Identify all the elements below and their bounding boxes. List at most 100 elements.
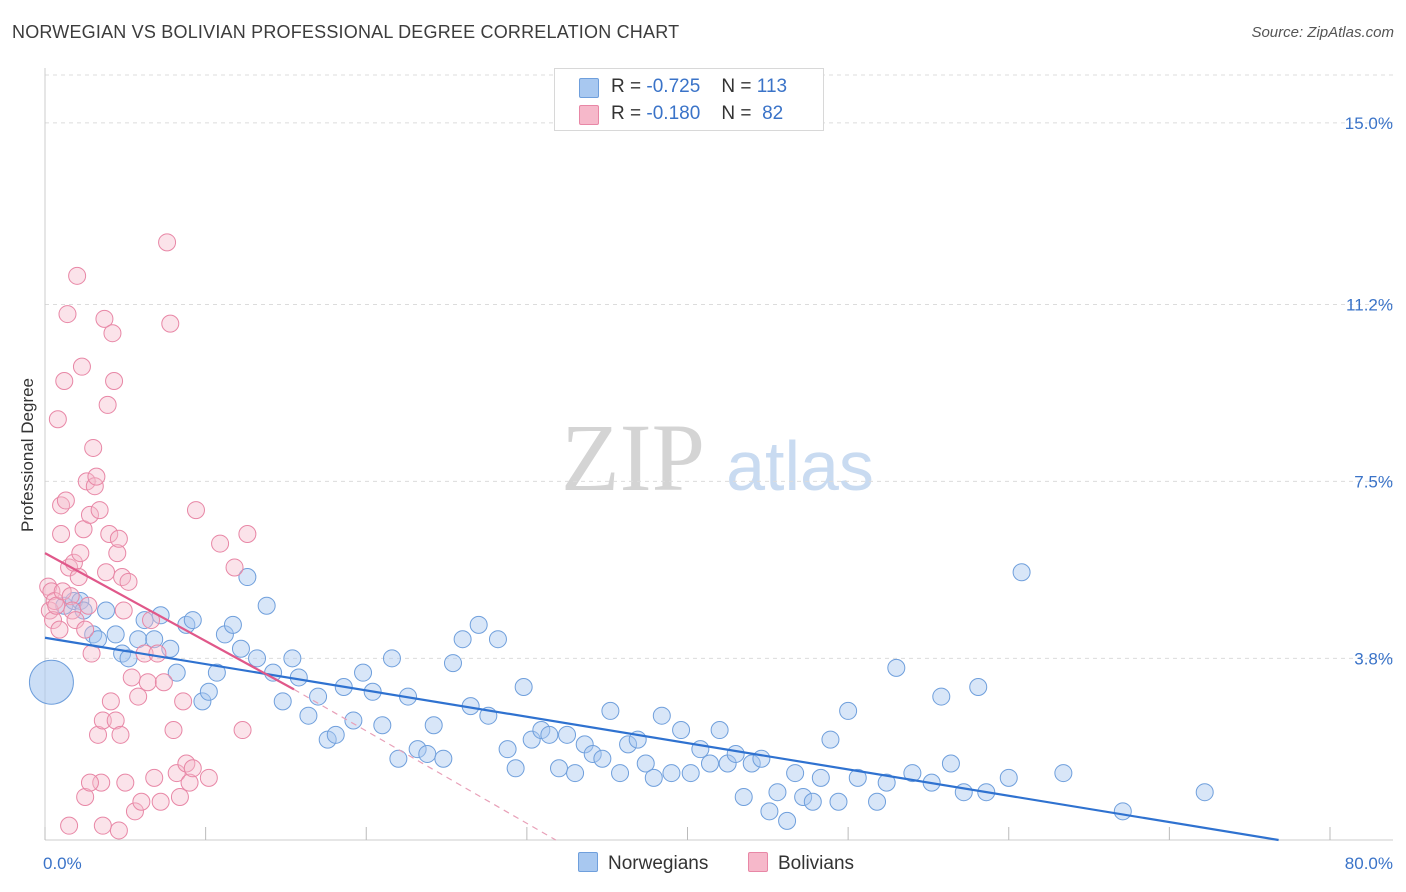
bolivian-point (60, 816, 79, 835)
chart-title: NORWEGIAN VS BOLIVIAN PROFESSIONAL DEGRE… (12, 22, 680, 42)
bolivian-point (109, 821, 128, 840)
bolivian-point (61, 587, 80, 606)
bolivian-point (76, 787, 95, 806)
norwegian-point (183, 611, 202, 630)
bolivian-point (100, 525, 119, 543)
norwegian-point (223, 615, 242, 634)
bolivian-point (233, 721, 252, 740)
norwegian-point (752, 749, 771, 768)
norwegian-point (1113, 802, 1132, 821)
bolivian-point (161, 314, 180, 333)
bolivian-point (84, 438, 103, 457)
legend-n-label: N = (721, 103, 752, 124)
norwegian-point (887, 658, 906, 677)
norwegian-point (941, 754, 960, 773)
bolivian-point (90, 501, 109, 520)
bolivian-point (145, 768, 164, 787)
bolivian-point (154, 673, 173, 692)
bolivian-point (180, 773, 199, 792)
norwegian-point (309, 687, 328, 706)
norwegian-point (681, 764, 700, 783)
bolivian-point (79, 596, 98, 615)
x-tick-label-min: 0.0% (43, 854, 82, 873)
bolivian-point (138, 673, 157, 692)
norwegian-trend-line (44, 636, 1279, 842)
norwegian-point (734, 787, 753, 806)
bolivian-point (186, 501, 205, 520)
norwegian-point (1054, 764, 1073, 783)
norwegian-point (424, 716, 443, 735)
norwegian-point (969, 678, 988, 696)
norwegian-point (273, 692, 292, 711)
norwegian-point (954, 783, 973, 802)
norwegian-point (550, 759, 568, 778)
norwegian-point (611, 764, 630, 783)
bolivian-point (211, 534, 230, 553)
correlation-legend: R = -0.725 N = 113 R = -0.180 N = 82 (554, 68, 824, 131)
bolivian-point (111, 725, 130, 744)
legend-r-label: R = (611, 103, 642, 124)
norwegian-point (207, 663, 226, 682)
norwegian-point (768, 783, 787, 802)
norwegian-point (932, 687, 951, 706)
bolivian-point (95, 309, 114, 328)
norwegian-point (742, 754, 761, 773)
norwegian-point (558, 725, 577, 744)
y-tick-label: 15.0% (1345, 114, 1393, 133)
legend-n-label: N = (721, 76, 752, 97)
bolivian-point (68, 266, 87, 285)
legend-r-label: R = (611, 76, 642, 97)
bolivian-point (109, 529, 128, 548)
norwegian-point (601, 701, 620, 720)
norwegian-point (167, 663, 186, 682)
legend-swatch-bolivians (579, 105, 599, 125)
bolivian-point (116, 773, 135, 792)
norwegian-point (299, 706, 318, 725)
y-tick-label: 7.5% (1354, 472, 1393, 491)
norwegian-point (344, 711, 363, 730)
bolivian-point (103, 324, 122, 343)
norwegian-point (326, 725, 345, 744)
bottom-legend-norwegians: Norwegians (578, 852, 708, 875)
y-tick-label: 3.8% (1354, 649, 1393, 668)
bolivian-point (85, 477, 104, 496)
legend-r-value-bolivians: -0.180 (646, 103, 701, 124)
norwegian-point (453, 630, 472, 649)
watermark-atlas: atlas (726, 427, 874, 505)
bolivian-point (101, 692, 120, 711)
bolivian-point (80, 773, 99, 792)
bottom-legend-label-bolivians: Bolivians (778, 853, 855, 874)
bolivian-point (148, 644, 167, 663)
norwegian-point (257, 596, 276, 615)
bolivian-point (129, 687, 148, 706)
norwegian-point (283, 649, 302, 668)
norwegian-point (803, 792, 822, 811)
legend-swatch-norwegians (579, 78, 599, 98)
norwegian-point (97, 601, 116, 620)
bottom-legend-swatch-norwegians (578, 852, 598, 872)
norwegian-point (106, 625, 125, 644)
norwegian-point (821, 730, 840, 749)
bolivian-point (55, 372, 74, 390)
bottom-legend-label-norwegians: Norwegians (608, 853, 709, 874)
bolivian-point (174, 692, 193, 711)
bolivian-point (97, 563, 116, 582)
bolivian-point (52, 525, 71, 543)
norwegian-point (238, 568, 257, 587)
norwegian-point (434, 749, 453, 768)
norwegian-point (408, 740, 427, 759)
bolivian-point (122, 668, 141, 687)
norwegian-point (1195, 783, 1214, 802)
norwegian-point (540, 725, 559, 744)
norwegian-point (652, 706, 671, 725)
norwegian-point (522, 730, 541, 749)
bolivian-point (199, 768, 218, 787)
bolivian-point (183, 759, 202, 778)
bolivian-point (80, 505, 99, 524)
norwegian-point (700, 754, 719, 773)
norwegian-point (848, 768, 867, 787)
norwegian-point (389, 749, 408, 768)
bolivian-point (93, 816, 112, 835)
norwegian-point (1012, 563, 1031, 582)
bolivian-point (72, 357, 91, 376)
